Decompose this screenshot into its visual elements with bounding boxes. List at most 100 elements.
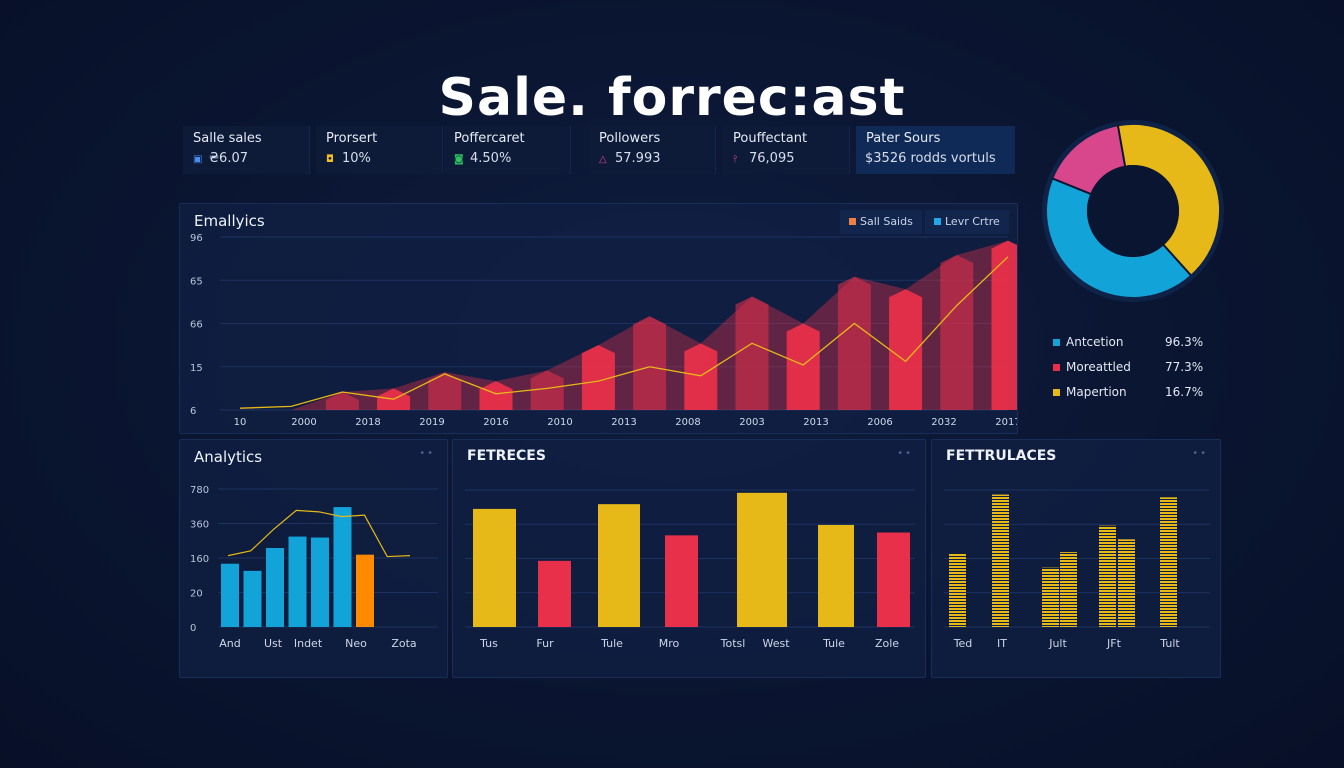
- more-icon[interactable]: ••: [419, 448, 435, 459]
- donut-slice: [1047, 178, 1191, 297]
- x-tick-label: Totsl: [720, 637, 746, 650]
- bar-mark: [786, 323, 820, 410]
- bar-mark: [266, 548, 284, 627]
- x-tick-label: Jult: [1048, 637, 1067, 650]
- donut-chart: [1042, 120, 1224, 302]
- bar-mark: [991, 240, 1017, 410]
- donut-legend-item: Mapertion 16.7%: [1053, 384, 1203, 409]
- x-tick-label: 2013: [611, 417, 636, 428]
- x-tick-label: 2000: [291, 417, 316, 428]
- bar-mark: [1118, 539, 1135, 627]
- y-tick-label: 96: [190, 233, 203, 244]
- y-tick-label: 160: [190, 554, 209, 565]
- legend-label: Sall Saids: [860, 215, 913, 228]
- x-tick-label: 10: [234, 417, 247, 428]
- bar-mark: [992, 494, 1009, 627]
- slice-divider: [1051, 177, 1092, 196]
- bar-mark: [1099, 525, 1116, 627]
- kpi-value: $3526 rodds vortuls: [865, 151, 996, 166]
- bar-mark: [684, 343, 718, 410]
- bar-mark: [473, 508, 516, 627]
- bar-mark: [243, 570, 262, 627]
- series-line: [239, 256, 1009, 409]
- fetreces-panel: FETRECES •• Tus Fur Tule Mro Totsl West Tule Zo…: [452, 439, 926, 678]
- x-tick-label: 2018: [355, 417, 380, 428]
- legend-swatch: [1053, 339, 1060, 346]
- x-tick-label: Mro: [659, 637, 680, 650]
- x-tick-label: 2019: [419, 417, 444, 428]
- bar-mark: [735, 296, 769, 410]
- legend-value: 96.3%: [1165, 335, 1204, 349]
- x-tick-label: JFt: [1106, 637, 1122, 650]
- x-tick-label: 2032: [931, 417, 956, 428]
- kpi-label: Pater Sours: [866, 131, 941, 146]
- y-tick-label: 0: [190, 623, 196, 634]
- bag-icon: ◘: [326, 154, 334, 165]
- kpi-pater-sours[interactable]: Pater Sours $3526 rodds vortuls: [856, 126, 1015, 174]
- legend-label: Moreattled: [1066, 360, 1131, 374]
- y-tick-label: 20: [190, 589, 203, 600]
- legend-item-levr-crtre[interactable]: Levr Crtre: [925, 210, 1009, 234]
- bar-mark: [538, 560, 571, 627]
- bar-mark: [311, 537, 329, 627]
- x-tick-label: Fur: [536, 637, 554, 650]
- donut-legend: Antcetion 96.3% Moreattled 77.3% Maperti…: [1053, 334, 1203, 409]
- x-tick-label: Tule: [822, 637, 845, 650]
- y-tick-label: 65: [190, 276, 203, 287]
- dashboard-title: Sale. forrec:ast: [438, 68, 906, 128]
- legend-value: 16.7%: [1165, 385, 1204, 399]
- kpi-sales[interactable]: Salle sales ▣ ₴6.07: [183, 126, 310, 174]
- y-tick-label: 66: [190, 320, 203, 331]
- basket-icon: ◙: [454, 154, 464, 165]
- fettrulaces-panel: FETTRULACES •• Ted IT Jult JFt Tult: [931, 439, 1221, 678]
- kpi-value: 57.993: [615, 151, 661, 166]
- kpi-pouffectant[interactable]: Pouffectant ⫯ 76,095: [723, 126, 850, 174]
- calendar-icon: ▣: [193, 154, 203, 165]
- x-tick-label: Indet: [294, 637, 323, 650]
- bar-mark: [333, 507, 352, 627]
- kpi-prorsert[interactable]: Prorsert ◘ 10%: [316, 126, 443, 174]
- kpi-value: 10%: [342, 151, 371, 166]
- bar-mark: [837, 276, 871, 410]
- x-tick-label: 2008: [675, 417, 700, 428]
- bar-mark: [633, 316, 667, 410]
- slice-divider: [1162, 243, 1192, 277]
- bar-mark: [889, 289, 923, 410]
- x-tick-label: Tus: [479, 637, 498, 650]
- main-area-chart: 96 65 66 15 6 10 2000 2018 2019 2016 2010 2013 2008 2…: [190, 233, 1017, 428]
- legend-label: Antcetion: [1066, 335, 1124, 349]
- bar-mark: [1160, 497, 1177, 627]
- y-tick-label: 15: [190, 363, 203, 374]
- bar-mark: [818, 524, 854, 627]
- x-tick-label: Neo: [345, 637, 367, 650]
- bar-mark: [737, 492, 787, 627]
- y-tick-label: 360: [190, 520, 209, 531]
- panel-title: Analytics: [194, 448, 263, 466]
- donut-slice: [1053, 126, 1126, 195]
- kpi-poffercaret[interactable]: Poffercaret ◙ 4.50%: [444, 126, 571, 174]
- more-icon[interactable]: ••: [1192, 448, 1208, 459]
- bar-mark: [288, 536, 307, 627]
- y-tick-label: 780: [190, 485, 209, 496]
- kpi-value: 4.50%: [470, 151, 512, 166]
- x-tick-label: 2016: [483, 417, 508, 428]
- analytics-bar-chart: 780 360 160 20 0 And Ust Indet Neo Zota: [190, 485, 438, 650]
- fettrulaces-bar-chart: Ted IT Jult JFt Tult: [944, 489, 1210, 650]
- x-tick-label: And: [219, 637, 240, 650]
- kpi-label: Pollowers: [599, 131, 661, 146]
- kpi-pollowers[interactable]: Pollowers △ 57.993: [589, 126, 716, 174]
- bar-mark: [581, 345, 615, 410]
- bar-mark: [1060, 552, 1077, 627]
- bar-mark: [598, 504, 640, 627]
- bar-mark: [1042, 567, 1059, 627]
- legend-value: 77.3%: [1165, 360, 1204, 374]
- more-icon[interactable]: ••: [897, 448, 913, 459]
- bar-mark: [665, 535, 698, 627]
- x-tick-label: 2017: [995, 417, 1017, 428]
- legend-item-sall-saids[interactable]: Sall Saids: [840, 210, 922, 234]
- fetreces-bar-chart: Tus Fur Tule Mro Totsl West Tule Zole: [465, 489, 915, 650]
- kpi-label: Poffercaret: [454, 131, 525, 146]
- x-tick-label: Ust: [264, 637, 283, 650]
- x-tick-label: Zole: [875, 637, 899, 650]
- bar-mark: [530, 370, 564, 410]
